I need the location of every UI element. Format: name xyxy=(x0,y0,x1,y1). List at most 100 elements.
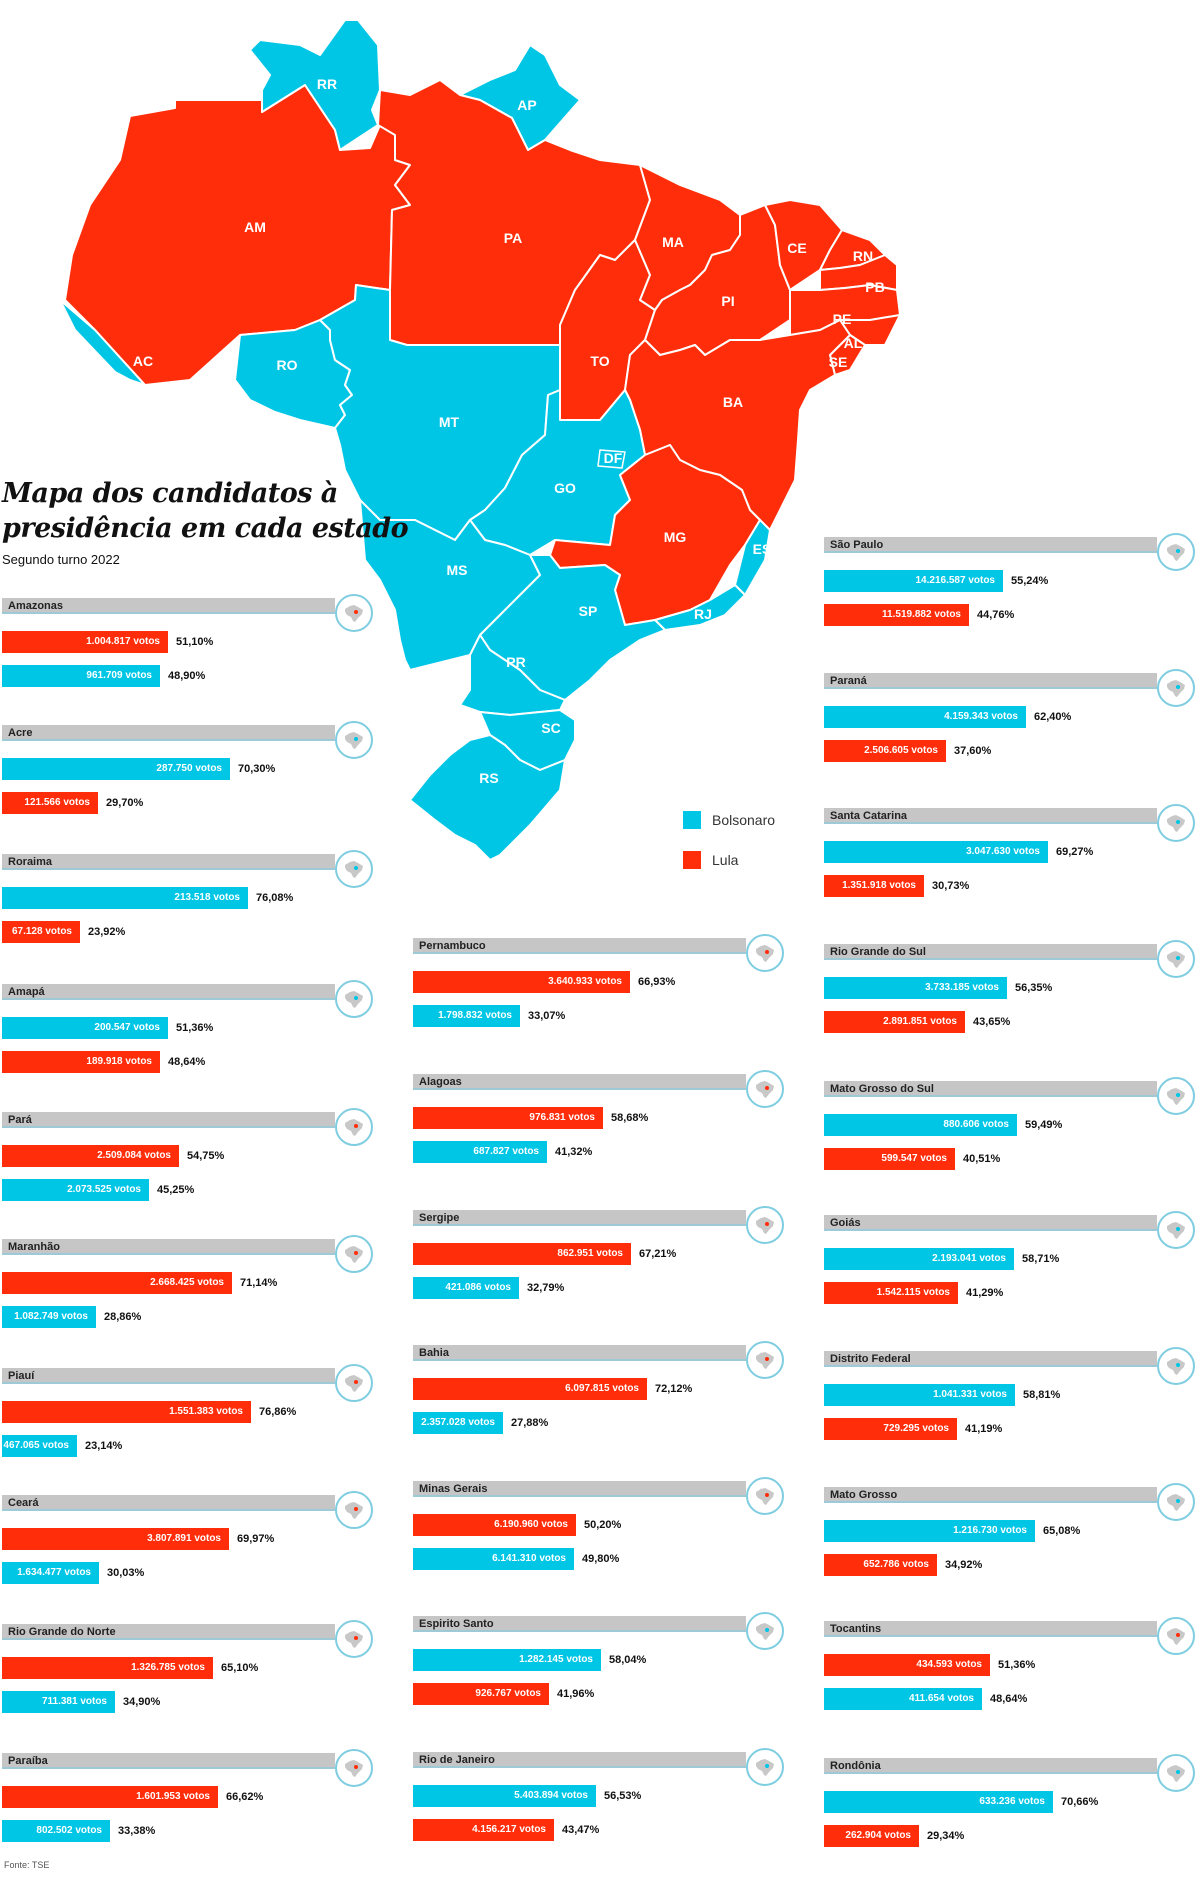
result-row-bolsonaro: 1.082.749 votos 28,86% xyxy=(2,1306,141,1328)
state-card-sergipe: Sergipe 862.951 votos 67,21% 421.086 votos 3… xyxy=(413,1206,784,1316)
state-name: Alagoas xyxy=(413,1074,746,1090)
vote-bar-lula: 2.509.084 votos xyxy=(2,1145,179,1167)
mini-map-icon xyxy=(335,850,373,888)
vote-bar-lula: 2.891.851 votos xyxy=(824,1011,965,1033)
result-row-lula: 121.566 votos 29,70% xyxy=(2,792,143,814)
result-row-bolsonaro: 2.073.525 votos 45,25% xyxy=(2,1179,194,1201)
state-label-rr: RR xyxy=(317,76,337,92)
state-card-espirito-santo: Espirito Santo 1.282.145 votos 58,04% 926.7… xyxy=(413,1612,784,1722)
mini-map-icon xyxy=(335,1620,373,1658)
vote-bar-lula: 189.918 votos xyxy=(2,1051,160,1073)
mini-map-icon xyxy=(1157,669,1195,707)
legend-swatch-lula xyxy=(683,851,701,869)
state-card-roraima: Roraima 213.518 votos 76,08% 67.128 votos 23… xyxy=(2,850,373,960)
vote-bar-lula: 67.128 votos xyxy=(2,921,80,943)
vote-bar-lula: 262.904 votos xyxy=(824,1825,919,1847)
vote-bar-bolsonaro: 802.502 votos xyxy=(2,1820,110,1842)
vote-bar-lula: 926.767 votos xyxy=(413,1683,549,1705)
result-row-bolsonaro: 14.216.587 votos 55,24% xyxy=(824,570,1048,592)
state-card-tocantins: Tocantins 434.593 votos 51,36% 411.654 voto… xyxy=(824,1617,1195,1727)
vote-bar-bolsonaro: 14.216.587 votos xyxy=(824,570,1003,592)
mini-map-icon xyxy=(335,721,373,759)
mini-map-icon xyxy=(335,1235,373,1273)
mini-map-icon xyxy=(746,1206,784,1244)
result-row-lula: 599.547 votos 40,51% xyxy=(824,1148,1000,1170)
vote-percent-bolsonaro: 56,35% xyxy=(1015,982,1053,994)
state-name: Santa Catarina xyxy=(824,808,1157,824)
state-name: Maranhão xyxy=(2,1239,335,1255)
state-label-rs: RS xyxy=(479,770,498,786)
vote-bar-bolsonaro: 880.606 votos xyxy=(824,1114,1017,1136)
vote-bar-bolsonaro: 3.047.630 votos xyxy=(824,841,1048,863)
mini-map-icon xyxy=(1157,804,1195,842)
state-name: Pernambuco xyxy=(413,938,746,954)
vote-percent-bolsonaro: 45,25% xyxy=(157,1184,195,1196)
state-name: Bahia xyxy=(413,1345,746,1361)
state-shape-sp xyxy=(479,554,666,701)
result-row-bolsonaro: 467.065 votos 23,14% xyxy=(2,1435,122,1457)
state-card-rio-grande-do-norte: Rio Grande do Norte 1.326.785 votos 65,10%… xyxy=(2,1620,373,1730)
mini-map-icon xyxy=(335,1108,373,1146)
vote-bar-bolsonaro: 421.086 votos xyxy=(413,1277,519,1299)
vote-percent-bolsonaro: 33,07% xyxy=(528,1010,566,1022)
state-label-rn: RN xyxy=(853,248,873,264)
vote-percent-lula: 66,62% xyxy=(226,1791,264,1803)
state-card-goias: Goiás 2.193.041 votos 58,71% 1.542.115 voto… xyxy=(824,1211,1195,1321)
vote-bar-lula: 2.668.425 votos xyxy=(2,1272,232,1294)
result-row-lula: 434.593 votos 51,36% xyxy=(824,1654,1035,1676)
state-card-mato-grosso: Mato Grosso 1.216.730 votos 65,08% 652.786 … xyxy=(824,1483,1195,1593)
state-label-pr: PR xyxy=(506,654,525,670)
vote-percent-bolsonaro: 58,81% xyxy=(1023,1389,1061,1401)
vote-bar-lula: 976.831 votos xyxy=(413,1107,603,1129)
state-label-ce: CE xyxy=(787,240,806,256)
vote-bar-bolsonaro: 6.141.310 votos xyxy=(413,1548,574,1570)
result-row-lula: 1.004.817 votos 51,10% xyxy=(2,631,213,653)
vote-bar-bolsonaro: 633.236 votos xyxy=(824,1791,1053,1813)
result-row-bolsonaro: 287.750 votos 70,30% xyxy=(2,758,275,780)
state-label-mg: MG xyxy=(664,529,687,545)
vote-percent-bolsonaro: 70,66% xyxy=(1061,1796,1099,1808)
state-card-paraiba: Paraíba 1.601.953 votos 66,62% 802.502 voto… xyxy=(2,1749,373,1859)
state-label-ro: RO xyxy=(277,357,298,373)
result-row-lula: 1.601.953 votos 66,62% xyxy=(2,1786,263,1808)
result-row-lula: 2.891.851 votos 43,65% xyxy=(824,1011,1010,1033)
mini-map-icon xyxy=(1157,940,1195,978)
brazil-map: AM RR AP PA AC RO MT TO MA PI CE RN PB PE AL SE BA GO DF MS… xyxy=(59,19,901,861)
mini-map-icon xyxy=(746,1612,784,1650)
vote-percent-lula: 41,96% xyxy=(557,1688,595,1700)
result-row-lula: 976.831 votos 58,68% xyxy=(413,1107,648,1129)
page-title-line-1: Mapa dos candidatos à xyxy=(2,478,338,509)
vote-percent-lula: 51,36% xyxy=(998,1659,1036,1671)
state-card-bahia: Bahia 6.097.815 votos 72,12% 2.357.028 voto… xyxy=(413,1341,784,1451)
state-card-mato-grosso-do-sul: Mato Grosso do Sul 880.606 votos 59,49% 599… xyxy=(824,1077,1195,1187)
state-label-se: SE xyxy=(829,354,848,370)
state-card-rio-grande-do-sul: Rio Grande do Sul 3.733.185 votos 56,35% 2.… xyxy=(824,940,1195,1050)
vote-percent-bolsonaro: 48,90% xyxy=(168,670,206,682)
vote-percent-lula: 66,93% xyxy=(638,976,676,988)
state-label-rj: RJ xyxy=(694,606,712,622)
state-card-alagoas: Alagoas 976.831 votos 58,68% 687.827 votos 4… xyxy=(413,1070,784,1180)
state-label-sc: SC xyxy=(541,720,560,736)
vote-percent-lula: 30,73% xyxy=(932,880,970,892)
mini-map-icon xyxy=(1157,1754,1195,1792)
state-shape-ac xyxy=(59,299,146,386)
state-name: Sergipe xyxy=(413,1210,746,1226)
state-label-pa: PA xyxy=(504,230,522,246)
vote-bar-bolsonaro: 411.654 votos xyxy=(824,1688,982,1710)
vote-percent-lula: 43,65% xyxy=(973,1016,1011,1028)
state-name: Paraná xyxy=(824,673,1157,689)
result-row-lula: 1.542.115 votos 41,29% xyxy=(824,1282,1003,1304)
state-name: Espirito Santo xyxy=(413,1616,746,1632)
state-label-am: AM xyxy=(244,219,266,235)
vote-percent-bolsonaro: 23,14% xyxy=(85,1440,123,1452)
vote-bar-bolsonaro: 2.357.028 votos xyxy=(413,1412,503,1434)
result-row-bolsonaro: 802.502 votos 33,38% xyxy=(2,1820,155,1842)
vote-percent-lula: 37,60% xyxy=(954,745,992,757)
vote-percent-bolsonaro: 55,24% xyxy=(1011,575,1049,587)
mini-map-icon xyxy=(1157,533,1195,571)
state-name: Roraima xyxy=(2,854,335,870)
vote-bar-bolsonaro: 1.798.832 votos xyxy=(413,1005,520,1027)
result-row-lula: 3.807.891 votos 69,97% xyxy=(2,1528,274,1550)
result-row-bolsonaro: 2.357.028 votos 27,88% xyxy=(413,1412,548,1434)
vote-percent-lula: 44,76% xyxy=(977,609,1015,621)
